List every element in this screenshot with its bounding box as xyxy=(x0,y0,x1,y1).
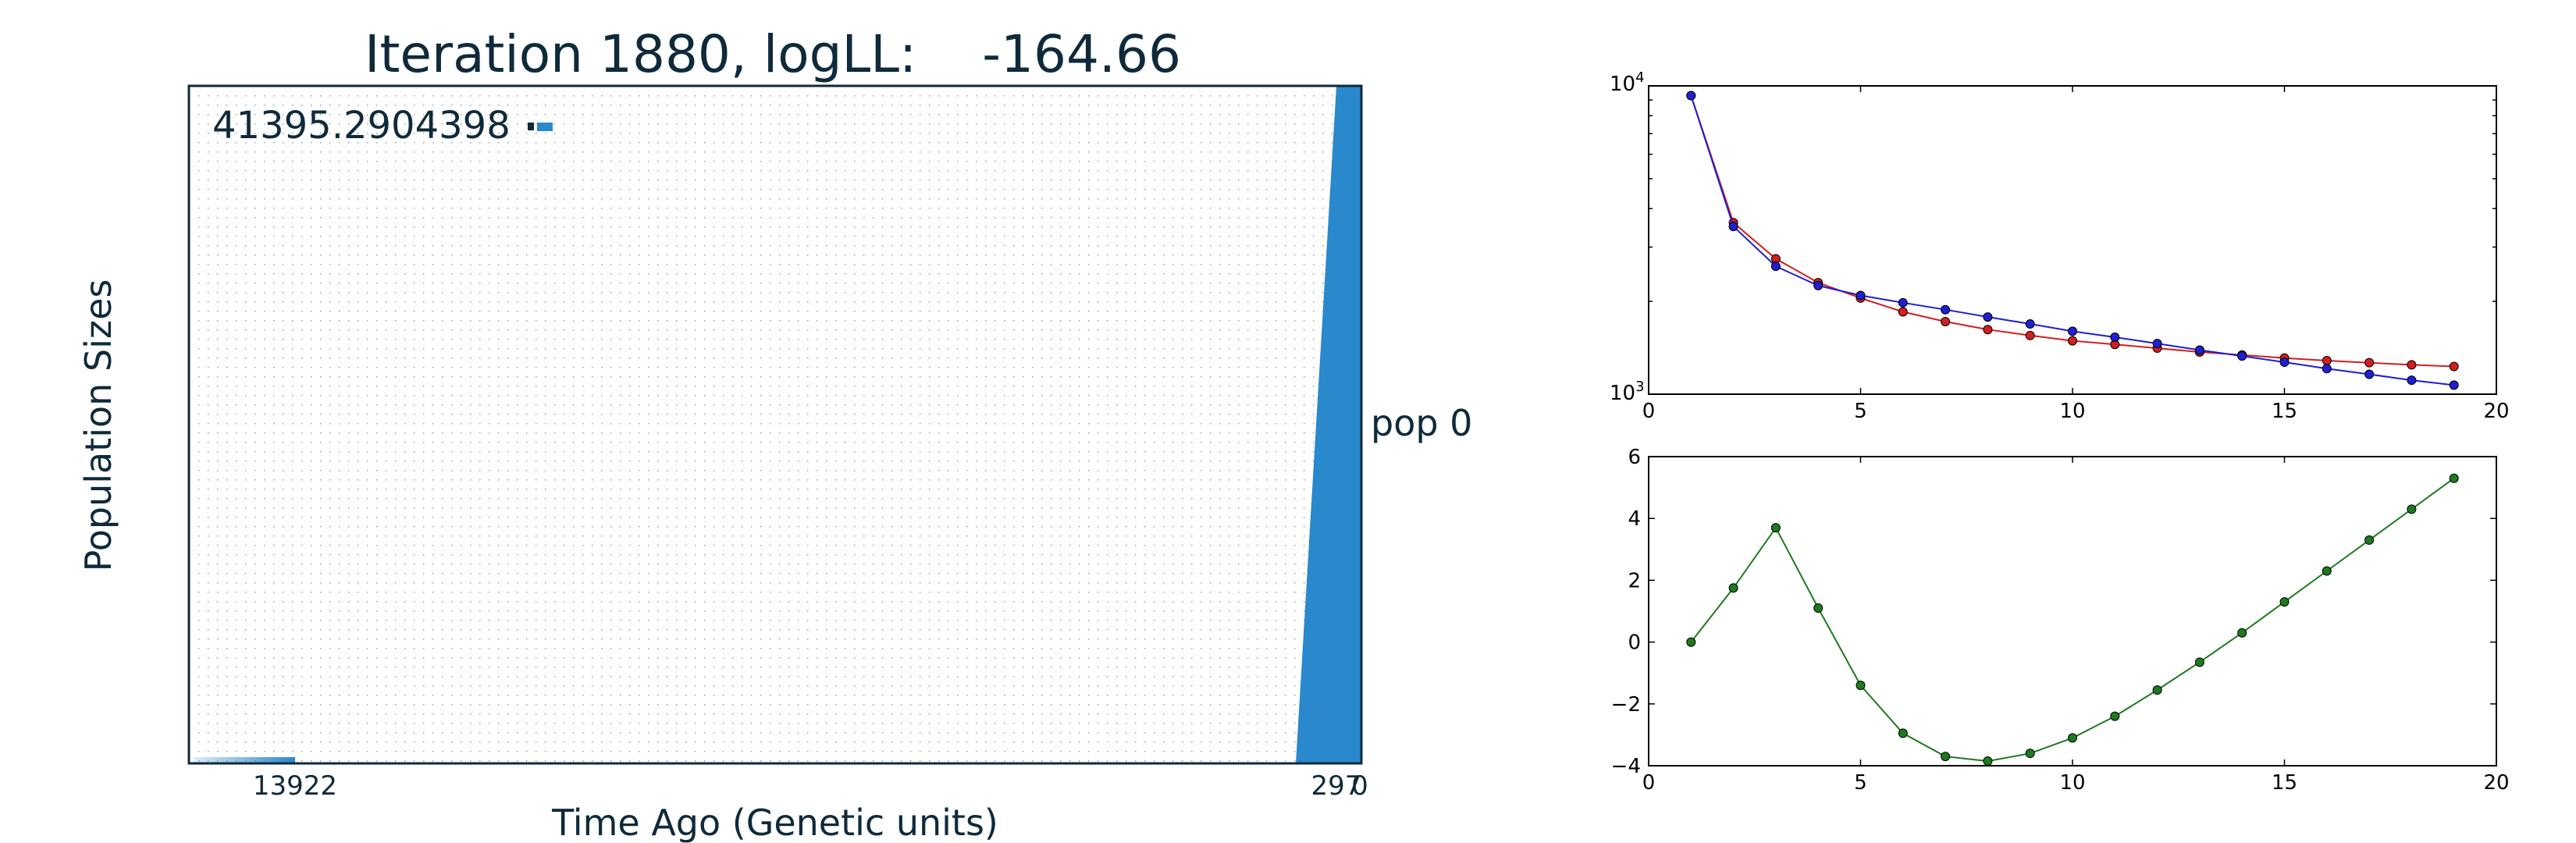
difference-series-point xyxy=(1770,523,1781,533)
difference-series-layer xyxy=(1686,473,2459,767)
log-y-tick-base-1e3: 10 xyxy=(1610,382,1635,405)
difference-series-point xyxy=(2068,733,2077,743)
log-series-red-point xyxy=(1941,316,1951,326)
difference-series-point xyxy=(1983,756,1993,767)
log-series-blue-point xyxy=(2449,380,2459,390)
difference-y-tick-label: −2 xyxy=(1611,693,1641,717)
max-population-marker-dark xyxy=(528,123,534,130)
difference-series-point xyxy=(2279,597,2290,607)
log-series-blue-point xyxy=(2237,351,2247,361)
log-series-blue-point xyxy=(1813,280,1823,290)
log-x-tick-label: 15 xyxy=(2272,400,2297,423)
log-series-red-line xyxy=(1690,95,2454,368)
log-axis-ticks: 0 5 10 15 20 xyxy=(1642,85,2510,423)
difference-y-tick-label: 6 xyxy=(1628,446,1641,469)
difference-x-tick-label: 0 xyxy=(1642,771,1656,795)
log-series-blue-point xyxy=(2152,339,2162,349)
log-series-blue-point xyxy=(2025,318,2035,329)
difference-series-point xyxy=(2407,504,2417,514)
log-x-tick-label: 20 xyxy=(2483,400,2509,423)
log-series-red-point xyxy=(2364,357,2375,368)
difference-series-point xyxy=(1898,728,1908,738)
difference-y-tick-label: 4 xyxy=(1628,507,1641,531)
log-x-tick-label: 0 xyxy=(1642,400,1656,423)
log-series-blue-point xyxy=(2068,326,2077,336)
log-series-blue-point xyxy=(2322,364,2332,374)
difference-x-tick-label: 20 xyxy=(2483,771,2509,795)
difference-y-tick-label: 0 xyxy=(1628,631,1641,655)
difference-series-point xyxy=(2110,711,2120,721)
log-series-red-point xyxy=(1898,307,1908,317)
log-y-tick-label-1e3: 103 xyxy=(1610,379,1645,405)
difference-series-point xyxy=(1728,583,1738,593)
difference-series-point xyxy=(1686,637,1696,647)
population-panel: Iteration 1880, logLL: -164.66 41395.290… xyxy=(77,24,1472,843)
difference-series-point xyxy=(2237,628,2247,638)
x-tick-label-297: 297 xyxy=(1311,770,1362,802)
log-series-blue-point xyxy=(2110,333,2120,343)
log-series-red-point xyxy=(2407,360,2417,370)
log-line-chart: 0 5 10 15 20 104 103 xyxy=(1610,69,2510,423)
log-series-blue-point xyxy=(1941,304,1951,315)
difference-series-point xyxy=(2322,566,2332,576)
difference-y-tick-label: −4 xyxy=(1611,755,1641,778)
x-tick-label-13922: 13922 xyxy=(253,770,337,802)
difference-series-point xyxy=(2152,685,2162,695)
log-y-tick-exp-1e3: 3 xyxy=(1635,379,1644,395)
difference-series-point xyxy=(1856,681,1866,691)
log-series-blue-point xyxy=(2279,357,2290,367)
log-series-red-point xyxy=(2025,330,2035,340)
difference-series-point xyxy=(2364,535,2375,545)
difference-series-line xyxy=(1690,477,2455,763)
log-series-red-point xyxy=(2449,361,2459,372)
difference-plot-frame xyxy=(1648,456,2497,767)
log-series-layer xyxy=(1686,91,2459,390)
difference-axis-ticks: 0 5 10 15 20 −4 −2 0 2 4 6 xyxy=(1611,446,2510,795)
difference-series-point xyxy=(2025,749,2035,759)
difference-series-point xyxy=(2194,657,2204,667)
max-population-marker xyxy=(537,123,553,131)
difference-line-chart: 0 5 10 15 20 −4 −2 0 2 4 6 xyxy=(1611,446,2510,795)
difference-x-tick-label: 15 xyxy=(2272,771,2297,795)
difference-series-point xyxy=(2449,473,2459,483)
difference-x-tick-label: 5 xyxy=(1854,771,1867,795)
log-series-blue-point xyxy=(1770,261,1781,272)
log-series-blue-point xyxy=(2407,375,2417,386)
x-tick-label-0: 0 xyxy=(1351,770,1368,802)
population-plot-background xyxy=(189,86,1361,763)
difference-series-point xyxy=(1813,603,1823,614)
log-series-blue-point xyxy=(1728,222,1738,232)
population-area-pop-0 xyxy=(1296,86,1361,763)
log-series-blue-point xyxy=(2194,345,2204,355)
log-series-red-point xyxy=(2068,336,2077,346)
log-series-blue-point xyxy=(2364,369,2375,379)
log-x-tick-label: 10 xyxy=(2059,400,2085,423)
difference-x-tick-label: 10 xyxy=(2059,771,2085,795)
log-series-blue-point xyxy=(1686,91,1696,101)
log-plot-frame xyxy=(1648,85,2497,395)
log-y-tick-exp-1e4: 4 xyxy=(1635,69,1644,86)
log-y-tick-label-1e4: 104 xyxy=(1610,69,1645,96)
population-plot-frame xyxy=(187,84,1363,765)
log-series-blue-point xyxy=(1983,312,1993,322)
population-label-pop-0: pop 0 xyxy=(1371,402,1472,444)
population-chart-title: Iteration 1880, logLL: -164.66 xyxy=(365,24,1181,84)
population-y-axis-label: Population Sizes xyxy=(77,279,119,572)
difference-series-point xyxy=(1941,752,1951,762)
log-series-red-point xyxy=(1983,325,1993,335)
log-series-blue-point xyxy=(1856,290,1866,301)
log-series-blue-point xyxy=(1898,297,1908,308)
log-y-tick-base-1e4: 10 xyxy=(1610,73,1635,96)
max-population-label: 41395.2904398 xyxy=(212,104,511,148)
population-area-tail xyxy=(194,757,295,763)
difference-y-tick-label: 2 xyxy=(1628,569,1641,592)
log-series-red-point xyxy=(2322,355,2332,365)
log-x-tick-label: 5 xyxy=(1854,400,1867,423)
population-x-axis-label: Time Ago (Genetic units) xyxy=(551,802,998,843)
